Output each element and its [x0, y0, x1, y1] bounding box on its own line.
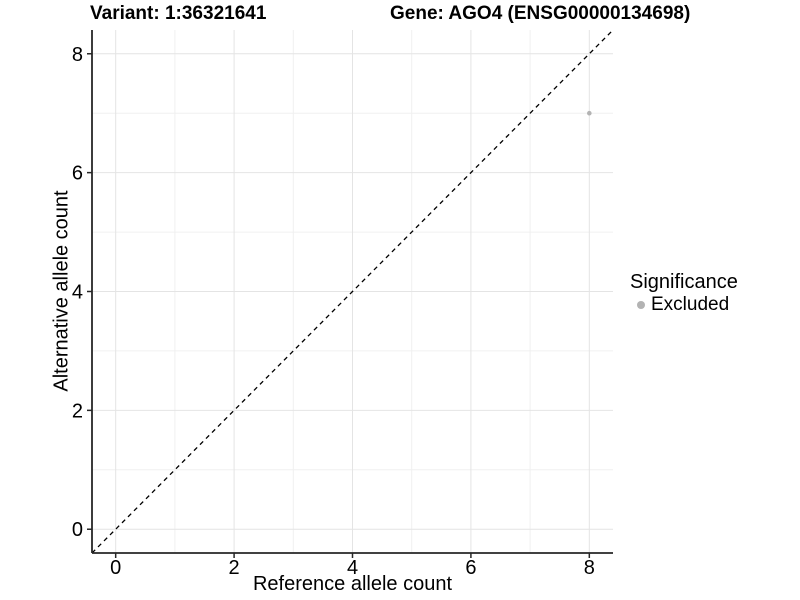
variant-title: Variant: 1:36321641 [90, 3, 267, 24]
x-tick-label: 2 [229, 557, 240, 579]
x-tick-label: 8 [584, 557, 595, 579]
y-tick-label: 2 [72, 400, 83, 422]
legend-title: Significance [630, 271, 738, 293]
legend: Significance Excluded [630, 272, 738, 316]
identity-dashed-line [91, 29, 614, 554]
y-tick-label: 4 [72, 282, 83, 304]
x-tick-label: 0 [110, 557, 121, 579]
gene-title: Gene: AGO4 (ENSG00000134698) [390, 3, 691, 24]
data-point [587, 110, 592, 116]
legend-marker-circle-icon [637, 301, 645, 309]
y-tick-label: 8 [72, 44, 83, 66]
legend-entry-excluded: Excluded [630, 294, 738, 316]
x-tick-label: 6 [465, 557, 476, 579]
x-tick-label: 4 [347, 557, 358, 579]
x-axis-title: Reference allele count [252, 573, 452, 595]
y-tick-label: 6 [72, 163, 83, 185]
legend-label-excluded: Excluded [651, 294, 730, 315]
y-axis-title: Alternative allele count [50, 190, 73, 392]
y-tick-label: 0 [72, 519, 83, 541]
